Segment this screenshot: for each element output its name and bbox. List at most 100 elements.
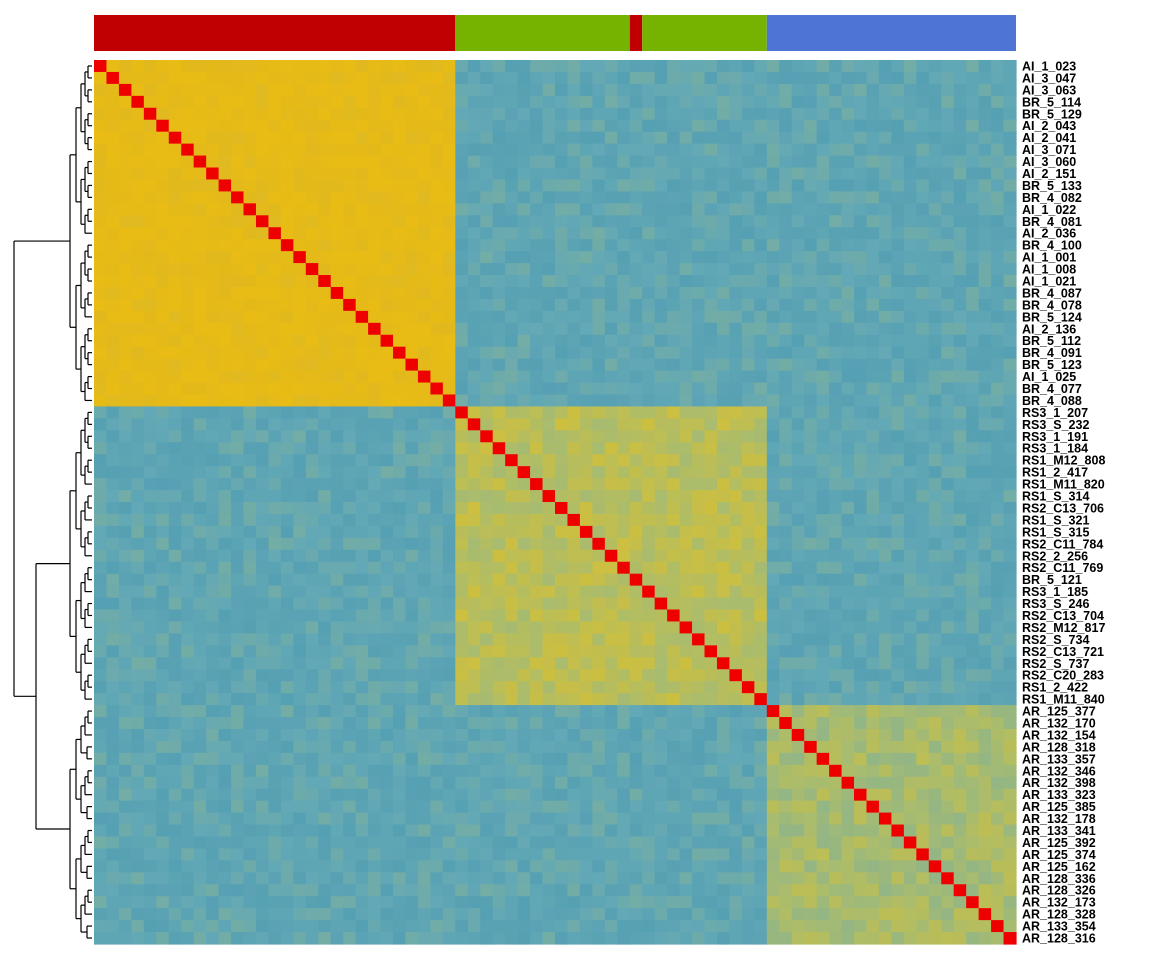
heatmap-cell [343,717,357,730]
heatmap-cell [417,478,432,491]
heatmap-cell [380,71,394,85]
heatmap-cell [467,561,481,575]
heatmap-cell [617,454,631,467]
heatmap-cell [816,179,830,193]
heatmap-cell [293,143,307,157]
heatmap-cell [555,167,569,181]
heatmap-cell [355,454,369,467]
heatmap-cell [106,322,120,336]
heatmap-cell [791,286,805,300]
heatmap-cell [692,478,706,491]
heatmap-cell [617,275,631,288]
heatmap-cell [629,776,643,790]
heatmap-cell [530,263,544,276]
heatmap-cell [393,740,407,754]
heatmap-cell [218,167,232,181]
heatmap-cell [555,430,569,443]
heatmap-cell [193,203,207,216]
heatmap-cell [579,657,593,670]
heatmap-cell [467,633,481,646]
heatmap-cell [293,490,307,503]
heatmap-cell [841,442,855,455]
heatmap-cell [442,95,456,109]
heatmap-cell [505,693,519,706]
heatmap-cell [305,657,319,670]
heatmap-cell [841,131,855,145]
heatmap-cell [729,621,743,635]
heatmap-cell [330,346,344,360]
heatmap-cell [330,442,344,455]
heatmap-cell [692,621,706,635]
heatmap-cell [505,179,519,193]
heatmap-cell [293,179,307,193]
heatmap-cell [1003,740,1017,754]
heatmap-cell [978,728,992,742]
heatmap-cell [393,418,407,431]
heatmap-cell [106,286,120,300]
heatmap-cell [991,633,1005,646]
heatmap-cell [704,537,718,551]
heatmap-cell [716,143,731,157]
heatmap-cell [94,490,108,503]
heatmap-cell [953,633,967,646]
heatmap-cell [966,502,980,515]
heatmap-cell [941,454,955,467]
heatmap-cell [293,752,307,766]
heatmap-cell [206,776,220,790]
heatmap-cell [417,752,432,766]
heatmap-cell [928,645,942,658]
heatmap-cell [854,167,868,181]
heatmap-cell [679,251,693,264]
heatmap-cell [293,681,307,694]
heatmap-cell [642,776,656,790]
heatmap-cell [492,107,506,121]
heatmap-cell [106,490,120,503]
heatmap-cell [1003,752,1017,766]
heatmap-cell [442,143,456,157]
heatmap-cell [791,454,805,467]
heatmap-cell [542,585,556,599]
heatmap-cell [555,597,569,611]
heatmap-cell [405,275,419,288]
heatmap-cell [916,275,930,288]
heatmap-cell [766,418,780,431]
heatmap-cell [193,525,207,539]
heatmap-cell [268,239,282,252]
heatmap-cell [741,191,755,204]
heatmap-cell [629,788,643,802]
heatmap-cell [667,346,681,360]
heatmap-cell [804,71,818,85]
heatmap-cell [816,585,830,599]
heatmap-cell [754,83,768,97]
heatmap-cell [704,95,718,109]
heatmap-cell [916,621,930,635]
heatmap-cell [467,358,481,372]
heatmap-cell [555,525,569,539]
heatmap-cell [866,382,880,396]
heatmap-cell [480,346,494,360]
heatmap-cell [492,800,506,814]
heatmap-cell [455,179,469,193]
heatmap-cell [268,681,282,694]
heatmap-cell [854,334,868,348]
heatmap-cell [380,776,394,790]
heatmap-cell [754,466,768,479]
heatmap-cell [231,657,245,670]
heatmap-cell [692,502,706,515]
heatmap-cell [380,633,394,646]
heatmap-cell [928,251,942,264]
heatmap-cell [542,83,556,97]
heatmap-cell [231,203,245,216]
heatmap-cell [592,167,606,181]
heatmap-cell [380,60,394,73]
heatmap-cell [978,525,992,539]
heatmap-cell [218,633,232,646]
heatmap-cell [991,561,1005,575]
heatmap-cell [741,418,755,431]
heatmap-cell [280,597,294,611]
heatmap-cell [766,740,780,754]
heatmap-cell [891,322,905,336]
heatmap-cell [754,358,768,372]
heatmap-cell [405,478,419,491]
heatmap-cell [280,167,294,181]
